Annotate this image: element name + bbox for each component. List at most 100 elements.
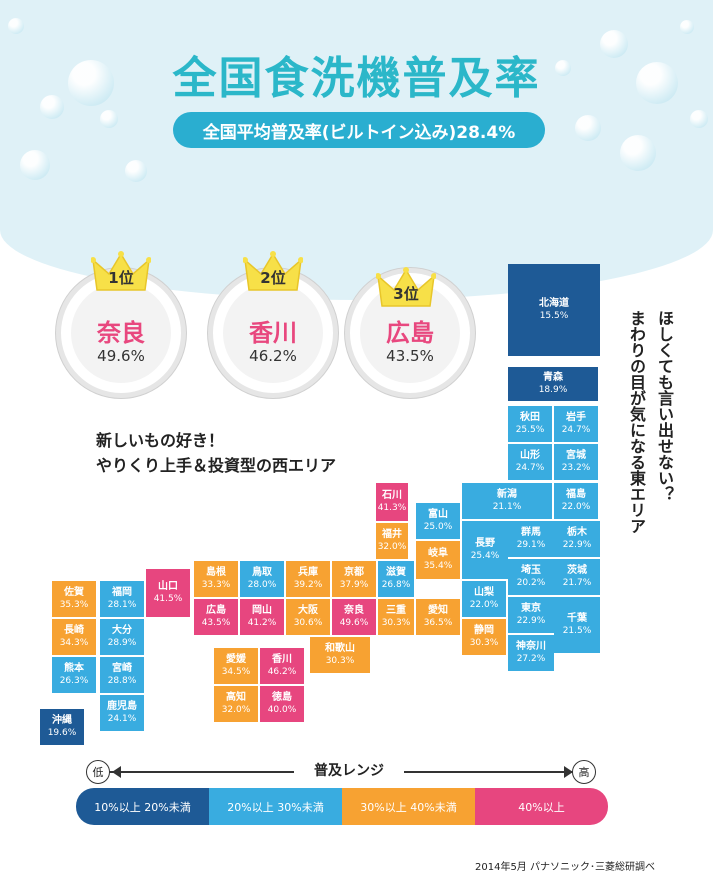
prefecture-value: 34.5% (221, 667, 251, 677)
prefecture-name: 島根 (206, 567, 226, 578)
prefecture-value: 21.7% (562, 578, 592, 588)
prefecture-value: 28.0% (247, 580, 277, 590)
prefecture-value: 25.5% (515, 425, 545, 435)
rank-pref-name: 広島 (386, 319, 434, 347)
prefecture-name: 岡山 (252, 605, 272, 616)
prefecture-value: 24.1% (107, 714, 137, 724)
rank-circle-inner (223, 283, 323, 383)
prefecture-name: 山形 (520, 450, 540, 461)
prefecture-name: 青森 (543, 372, 563, 383)
prefecture-tile: 香川 46.2% (260, 648, 304, 684)
prefecture-name: 大分 (112, 625, 132, 636)
range-high-label: 高 (572, 760, 596, 784)
prefecture-name: 徳島 (272, 692, 292, 703)
prefecture-value: 23.2% (561, 463, 591, 473)
bubble-decoration (125, 160, 147, 182)
prefecture-name: 福島 (566, 489, 586, 500)
prefecture-tile: 宮城 23.2% (554, 444, 598, 480)
rank-circle-inner (71, 283, 171, 383)
bubble-decoration (100, 110, 118, 128)
rank-label: 3位 (393, 285, 419, 303)
prefecture-value: 18.9% (538, 385, 568, 395)
prefecture-tile: 青森 18.9% (508, 367, 598, 401)
prefecture-tile: 福岡 28.1% (100, 581, 144, 617)
rank-circle-1: 奈良 49.6% (56, 268, 186, 398)
prefecture-tile: 長崎 34.3% (52, 619, 96, 655)
prefecture-value: 41.3% (377, 503, 407, 513)
prefecture-value: 41.2% (247, 618, 277, 628)
prefecture-value: 28.9% (107, 638, 137, 648)
prefecture-name: 福岡 (112, 587, 132, 598)
prefecture-value: 22.0% (561, 502, 591, 512)
prefecture-tile: 兵庫 39.2% (286, 561, 330, 597)
prefecture-name: 長崎 (64, 625, 84, 636)
prefecture-value: 28.8% (107, 676, 137, 686)
west-caption-line-2: やりくり上手＆投資型の西エリア (96, 456, 337, 475)
prefecture-name: 高知 (226, 692, 246, 703)
rank-label: 2位 (260, 269, 286, 287)
prefecture-name: 宮城 (566, 450, 586, 461)
color-legend: 10%以上 20%未満 20%以上 30%未満 30%以上 40%未満 40%以… (76, 788, 608, 825)
bubble-decoration (555, 60, 571, 76)
prefecture-name: 長野 (475, 538, 495, 549)
bubble-decoration (680, 20, 694, 34)
prefecture-name: 北海道 (539, 298, 569, 309)
prefecture-tile: 福井 32.0% (376, 523, 408, 559)
prefecture-name: 東京 (521, 603, 541, 614)
national-average-badge: 全国平均普及率(ビルトイン込み)28.4% (173, 112, 545, 148)
prefecture-name: 福井 (382, 529, 402, 540)
prefecture-value: 35.3% (59, 600, 89, 610)
prefecture-value: 22.0% (469, 600, 499, 610)
prefecture-value: 32.0% (377, 542, 407, 552)
prefecture-name: 佐賀 (64, 587, 84, 598)
prefecture-value: 30.3% (381, 618, 411, 628)
prefecture-name: 宮崎 (112, 663, 132, 674)
page-title: 全国食洗機普及率 (172, 53, 541, 104)
legend-item: 40%以上 (475, 788, 608, 825)
prefecture-value: 36.5% (423, 618, 453, 628)
prefecture-value: 32.0% (221, 705, 251, 715)
rank-pref-value: 43.5% (386, 347, 434, 365)
prefecture-tile: 熊本 26.3% (52, 657, 96, 693)
prefecture-tile: 島根 33.3% (194, 561, 238, 597)
prefecture-tile: 沖縄 19.6% (40, 709, 84, 745)
prefecture-tile: 徳島 40.0% (260, 686, 304, 722)
prefecture-value: 15.5% (539, 311, 569, 321)
prefecture-value: 30.6% (293, 618, 323, 628)
rank-label: 1位 (108, 269, 134, 287)
prefecture-value: 40.0% (267, 705, 297, 715)
bubble-decoration (600, 30, 628, 58)
bubble-decoration (636, 62, 678, 104)
prefecture-name: 和歌山 (325, 643, 355, 654)
prefecture-tile: 大分 28.9% (100, 619, 144, 655)
prefecture-value: 39.2% (293, 580, 323, 590)
prefecture-name: 愛知 (428, 605, 448, 616)
prefecture-tile: 神奈川 27.2% (508, 635, 554, 671)
east-caption-line-2: まわりの目が気になる東エリア (627, 310, 646, 534)
prefecture-name: 鹿児島 (107, 701, 137, 712)
west-caption-line-1: 新しいもの好き！ (96, 431, 225, 450)
prefecture-value: 30.3% (325, 656, 355, 666)
west-area-caption: 新しいもの好き！ やりくり上手＆投資型の西エリア (96, 428, 336, 478)
prefecture-name: 奈良 (344, 605, 364, 616)
prefecture-value: 22.9% (516, 616, 546, 626)
prefecture-tile: 和歌山 30.3% (310, 637, 370, 673)
rank-pref-name: 奈良 (97, 319, 145, 347)
prefecture-value: 24.7% (515, 463, 545, 473)
prefecture-name: 山梨 (474, 587, 494, 598)
prefecture-name: 富山 (428, 509, 448, 520)
rank-pref-value: 49.6% (97, 347, 145, 365)
prefecture-tile: 北海道 15.5% (508, 264, 600, 356)
prefecture-tile: 新潟 21.1% (462, 483, 552, 519)
prefecture-tile: 愛媛 34.5% (214, 648, 258, 684)
prefecture-tile: 千葉 21.5% (554, 597, 600, 653)
prefecture-tile: 茨城 21.7% (554, 559, 600, 595)
prefecture-tile: 静岡 30.3% (462, 619, 506, 655)
prefecture-tile: 栃木 22.9% (554, 521, 600, 557)
crown-icon: 2位 (242, 250, 304, 294)
prefecture-name: 熊本 (64, 663, 84, 674)
prefecture-name: 京都 (344, 567, 364, 578)
prefecture-value: 30.3% (469, 638, 499, 648)
prefecture-value: 22.9% (562, 540, 592, 550)
bubble-decoration (68, 60, 114, 106)
